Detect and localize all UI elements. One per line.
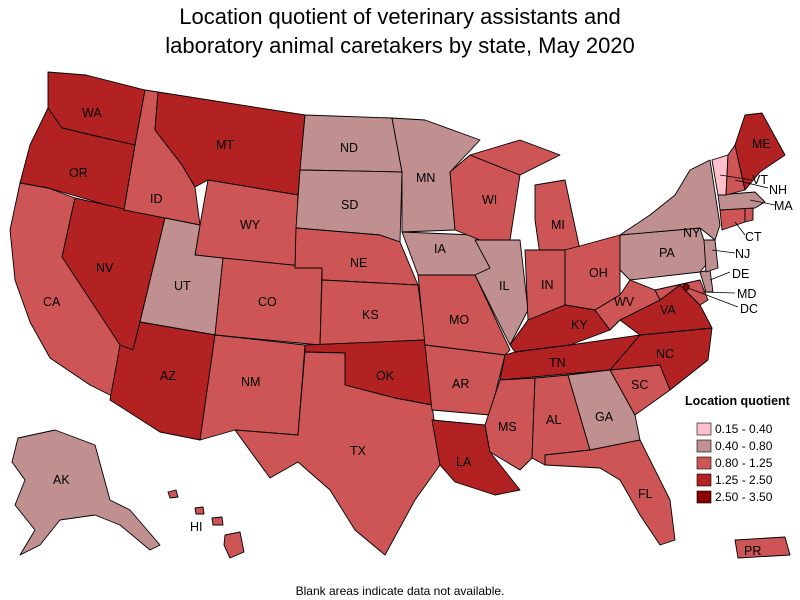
- legend-label-2: 0.80 - 1.25: [715, 456, 773, 470]
- state-TX[interactable]: [234, 351, 441, 556]
- label-CT: CT: [745, 230, 762, 244]
- label-DE: DE: [732, 267, 749, 281]
- state-FL[interactable]: [544, 439, 676, 546]
- label-NY: NY: [683, 226, 701, 240]
- label-ND: ND: [340, 141, 358, 155]
- map-title-line1: Location quotient of veterinary assistan…: [179, 4, 621, 29]
- label-IN: IN: [541, 278, 554, 292]
- state-NY[interactable]: [619, 159, 721, 241]
- state-HI[interactable]: [167, 489, 245, 559]
- label-FL: FL: [638, 487, 653, 501]
- label-VT: VT: [752, 173, 768, 187]
- label-IA: IA: [434, 242, 446, 256]
- footnote: Blank areas indicate data not available.: [295, 584, 505, 598]
- legend-swatch-1: [696, 439, 712, 453]
- state-PR[interactable]: [734, 536, 791, 559]
- legend: Location quotient 0.15 - 0.40 0.40 - 0.8…: [685, 394, 791, 504]
- state-labels: WA OR CA NV ID MT WY UT AZ CO NM ND SD N…: [43, 106, 793, 558]
- label-MA: MA: [774, 199, 793, 213]
- label-HI: HI: [190, 520, 203, 534]
- label-LA: LA: [456, 455, 472, 469]
- legend-label-1: 0.40 - 0.80: [715, 439, 773, 453]
- label-PA: PA: [659, 246, 675, 260]
- label-SC: SC: [631, 378, 648, 392]
- label-OH: OH: [589, 266, 608, 280]
- label-ID: ID: [150, 192, 163, 206]
- state-GA[interactable]: [567, 369, 641, 451]
- legend-swatch-2: [696, 456, 712, 470]
- label-MD: MD: [737, 287, 756, 301]
- label-AK: AK: [53, 473, 70, 487]
- map-title-line2: laboratory animal caretakers by state, M…: [165, 33, 635, 58]
- legend-swatch-3: [696, 473, 712, 487]
- label-MO: MO: [449, 313, 469, 327]
- label-NE: NE: [350, 256, 367, 270]
- label-MS: MS: [498, 420, 517, 434]
- label-PR: PR: [744, 544, 761, 558]
- legend-label-0: 0.15 - 0.40: [715, 422, 773, 436]
- label-AZ: AZ: [160, 369, 176, 383]
- label-CO: CO: [258, 295, 277, 309]
- label-IL: IL: [499, 279, 509, 293]
- label-TN: TN: [549, 356, 566, 370]
- label-GA: GA: [595, 410, 614, 424]
- label-MN: MN: [416, 171, 435, 185]
- state-AK[interactable]: [11, 429, 161, 556]
- legend-title: Location quotient: [685, 394, 791, 408]
- label-CA: CA: [43, 295, 61, 309]
- label-WV: WV: [614, 295, 635, 309]
- state-DC-marker[interactable]: [682, 283, 690, 291]
- label-OK: OK: [376, 369, 395, 383]
- label-AL: AL: [546, 413, 561, 427]
- legend-swatch-0: [696, 422, 712, 436]
- state-MA[interactable]: [717, 191, 766, 211]
- label-SD: SD: [341, 198, 358, 212]
- label-KY: KY: [571, 318, 588, 332]
- label-AR: AR: [452, 377, 469, 391]
- label-DC: DC: [740, 302, 758, 316]
- label-NH: NH: [769, 183, 787, 197]
- label-OR: OR: [69, 166, 88, 180]
- state-RI[interactable]: [744, 207, 754, 223]
- state-NJ[interactable]: [703, 239, 719, 273]
- legend-swatch-4: [696, 490, 712, 504]
- label-NJ: NJ: [735, 247, 750, 261]
- state-MO[interactable]: [417, 274, 511, 356]
- label-VA: VA: [660, 303, 676, 317]
- state-CT[interactable]: [719, 207, 746, 231]
- label-WY: WY: [240, 218, 261, 232]
- label-ME: ME: [752, 137, 771, 151]
- state-ME[interactable]: [734, 112, 786, 191]
- state-MD[interactable]: [654, 279, 709, 306]
- label-TX: TX: [350, 444, 367, 458]
- map-title: Location quotient of veterinary assistan…: [0, 2, 800, 60]
- label-NM: NM: [241, 375, 260, 389]
- label-NV: NV: [96, 261, 114, 275]
- leader-lines: [687, 174, 776, 308]
- label-MI: MI: [551, 218, 565, 232]
- label-KS: KS: [362, 308, 379, 322]
- label-MT: MT: [216, 138, 234, 152]
- label-WI: WI: [482, 193, 497, 207]
- label-WA: WA: [82, 106, 102, 120]
- legend-label-3: 1.25 - 2.50: [715, 473, 773, 487]
- label-UT: UT: [174, 279, 191, 293]
- legend-label-4: 2.50 - 3.50: [715, 490, 773, 504]
- label-NC: NC: [656, 347, 674, 361]
